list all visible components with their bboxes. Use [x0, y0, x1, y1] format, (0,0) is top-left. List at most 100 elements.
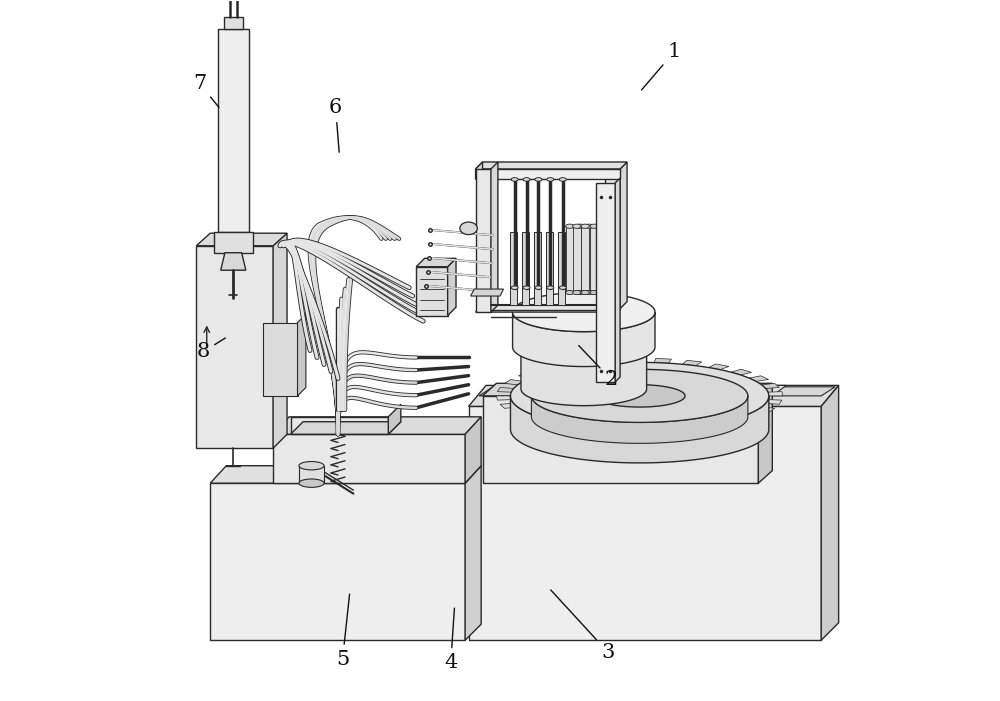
Text: 7: 7 [193, 74, 219, 107]
Polygon shape [273, 465, 481, 483]
Polygon shape [273, 233, 287, 448]
Polygon shape [505, 379, 523, 385]
Polygon shape [581, 226, 589, 292]
Polygon shape [592, 359, 611, 365]
Polygon shape [221, 253, 246, 270]
Polygon shape [749, 376, 769, 381]
Polygon shape [210, 483, 465, 640]
Polygon shape [465, 465, 481, 640]
Text: 1: 1 [641, 42, 681, 90]
Polygon shape [756, 407, 775, 412]
Polygon shape [263, 322, 298, 396]
Polygon shape [476, 169, 491, 312]
Polygon shape [531, 369, 748, 423]
Polygon shape [416, 259, 456, 266]
Ellipse shape [576, 290, 584, 294]
Polygon shape [483, 386, 786, 396]
Polygon shape [620, 162, 627, 308]
Ellipse shape [523, 177, 530, 181]
Ellipse shape [581, 224, 589, 229]
Polygon shape [511, 410, 530, 416]
Polygon shape [210, 465, 481, 483]
Polygon shape [731, 369, 752, 375]
Polygon shape [563, 362, 584, 367]
Polygon shape [590, 226, 598, 292]
Ellipse shape [535, 286, 542, 290]
Ellipse shape [566, 290, 574, 294]
Ellipse shape [559, 177, 566, 181]
Ellipse shape [460, 222, 477, 235]
Polygon shape [196, 233, 287, 246]
Polygon shape [448, 259, 456, 315]
Polygon shape [273, 417, 481, 435]
Ellipse shape [576, 224, 584, 229]
Polygon shape [465, 417, 481, 483]
Polygon shape [476, 162, 483, 179]
Polygon shape [720, 420, 741, 426]
Polygon shape [762, 383, 779, 388]
Polygon shape [469, 386, 839, 407]
Polygon shape [654, 358, 671, 363]
Text: 8: 8 [196, 338, 225, 362]
Polygon shape [682, 360, 702, 366]
Polygon shape [500, 403, 518, 409]
Ellipse shape [523, 286, 530, 290]
Polygon shape [521, 347, 647, 406]
Ellipse shape [573, 290, 581, 294]
Polygon shape [578, 426, 597, 432]
Polygon shape [708, 364, 729, 369]
Polygon shape [534, 232, 541, 305]
Polygon shape [491, 162, 498, 312]
Polygon shape [768, 392, 783, 396]
Polygon shape [550, 422, 571, 428]
Text: 6: 6 [329, 98, 342, 152]
Polygon shape [585, 226, 594, 292]
Polygon shape [291, 417, 388, 435]
Polygon shape [224, 17, 243, 29]
Polygon shape [218, 29, 249, 232]
Ellipse shape [590, 224, 598, 229]
Polygon shape [388, 404, 401, 435]
Ellipse shape [559, 286, 566, 290]
Ellipse shape [566, 224, 574, 229]
Polygon shape [558, 232, 565, 305]
Polygon shape [513, 292, 655, 332]
Polygon shape [214, 232, 253, 253]
Polygon shape [273, 435, 465, 483]
Ellipse shape [547, 286, 554, 290]
Polygon shape [573, 226, 581, 292]
Text: 4: 4 [444, 608, 457, 672]
Ellipse shape [299, 479, 324, 487]
Ellipse shape [573, 224, 581, 229]
Polygon shape [531, 396, 748, 443]
Polygon shape [594, 385, 685, 407]
Polygon shape [476, 162, 627, 169]
Text: 2: 2 [579, 346, 618, 390]
Polygon shape [576, 226, 584, 292]
Polygon shape [510, 232, 517, 305]
Polygon shape [416, 266, 448, 315]
Polygon shape [299, 465, 324, 483]
Polygon shape [497, 388, 514, 392]
Polygon shape [528, 417, 548, 423]
Polygon shape [546, 232, 553, 305]
Polygon shape [513, 312, 655, 367]
Polygon shape [522, 232, 529, 305]
Polygon shape [615, 178, 620, 382]
Polygon shape [469, 407, 821, 640]
Polygon shape [510, 396, 769, 463]
Ellipse shape [581, 290, 589, 294]
Polygon shape [766, 400, 782, 404]
Polygon shape [758, 383, 772, 483]
Polygon shape [476, 305, 622, 312]
Polygon shape [596, 183, 615, 382]
Polygon shape [298, 314, 306, 396]
Polygon shape [538, 367, 559, 372]
Polygon shape [624, 358, 640, 362]
Polygon shape [291, 422, 401, 435]
Polygon shape [479, 387, 835, 396]
Polygon shape [196, 246, 273, 448]
Polygon shape [668, 428, 687, 433]
Text: 3: 3 [551, 590, 615, 662]
Polygon shape [471, 289, 503, 296]
